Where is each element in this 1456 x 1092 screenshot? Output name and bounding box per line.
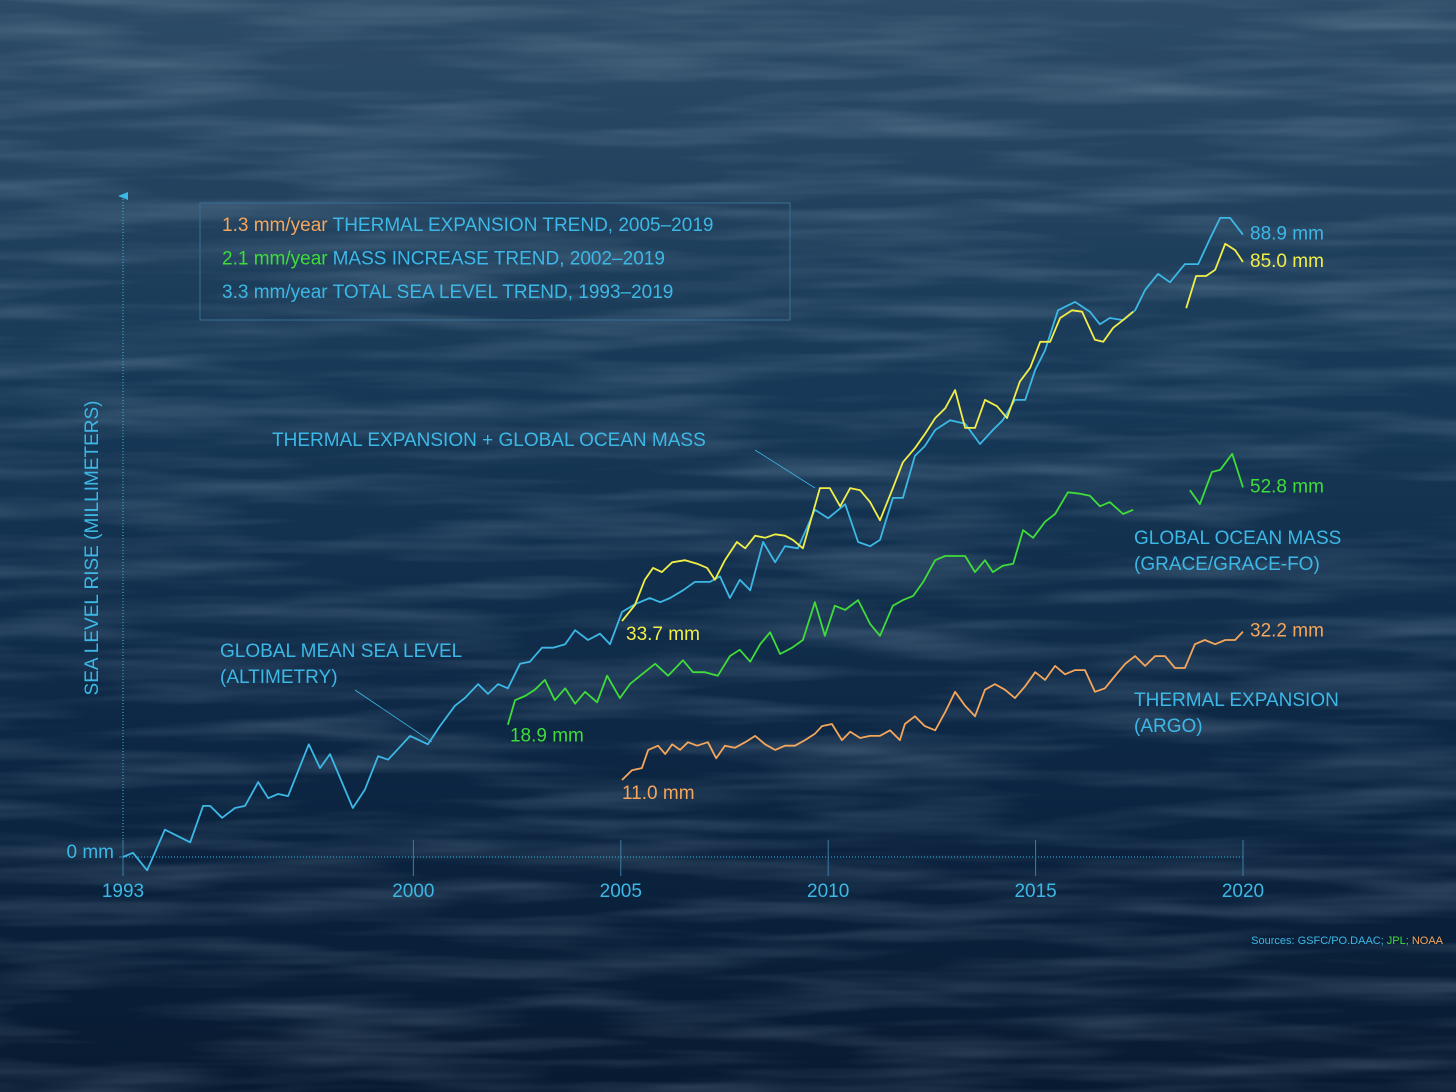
legend-text: MASS INCREASE TREND, 2002–2019 <box>333 249 665 270</box>
series-line <box>122 217 1244 872</box>
x-tick-label: 2020 <box>1222 881 1264 902</box>
x-tick-label: 2015 <box>1014 881 1056 902</box>
series-label: (GRACE/GRACE-FO) <box>1134 554 1320 575</box>
sources: Sources: GSFC/PO.DAAC; JPL; NOAA <box>1251 935 1444 947</box>
x-tick-label: 2010 <box>807 881 849 902</box>
series-label: THERMAL EXPANSION <box>1134 690 1339 711</box>
leader-line <box>354 689 433 743</box>
series-label: (ARGO) <box>1134 716 1203 737</box>
series-line <box>621 630 1244 781</box>
source-part: Sources: GSFC/PO.DAAC; <box>1251 935 1384 947</box>
legend-rate: 3.3 mm/year <box>222 282 328 303</box>
leader-line <box>754 449 816 489</box>
legend-entry: 2.1 mm/year MASS INCREASE TREND, 2002–201… <box>222 249 665 270</box>
source-part: NOAA <box>1412 935 1444 947</box>
end-label: 88.9 mm <box>1250 224 1324 245</box>
legend-box <box>199 202 791 321</box>
y-axis-label: SEA LEVEL RISE (MILLIMETERS) <box>82 401 103 696</box>
end-label: 52.8 mm <box>1250 476 1324 497</box>
series-label: (ALTIMETRY) <box>220 667 338 688</box>
series-line <box>507 452 1244 725</box>
x-tick-label: 1993 <box>102 881 144 902</box>
legend-entry: 3.3 mm/year TOTAL SEA LEVEL TREND, 1993–2… <box>222 282 673 303</box>
series-line <box>621 242 1244 622</box>
series-label: GLOBAL OCEAN MASS <box>1134 528 1341 549</box>
end-label: 85.0 mm <box>1250 251 1324 272</box>
series-label: GLOBAL MEAN SEA LEVEL <box>220 641 462 662</box>
legend-rate: 1.3 mm/year <box>222 215 328 236</box>
start-label: 18.9 mm <box>510 726 584 747</box>
axes: SEA LEVEL RISE (MILLIMETERS) <box>82 192 1243 858</box>
legend-text: THERMAL EXPANSION TREND, 2005–2019 <box>333 215 714 236</box>
series-label: THERMAL EXPANSION + GLOBAL OCEAN MASS <box>272 430 706 451</box>
start-label: 33.7 mm <box>626 624 700 645</box>
x-tick-label: 2000 <box>392 881 434 902</box>
start-label: 11.0 mm <box>622 783 695 804</box>
end-label: 32.2 mm <box>1250 621 1324 642</box>
legend-text: TOTAL SEA LEVEL TREND, 1993–2019 <box>333 282 674 303</box>
source-part: JPL; <box>1387 935 1409 947</box>
x-tick-label: 2005 <box>600 881 642 902</box>
y-tick-label: 0 mm <box>67 842 115 863</box>
legend-rate: 2.1 mm/year <box>222 249 328 270</box>
legend-entry: 1.3 mm/year THERMAL EXPANSION TREND, 2005… <box>222 215 713 236</box>
